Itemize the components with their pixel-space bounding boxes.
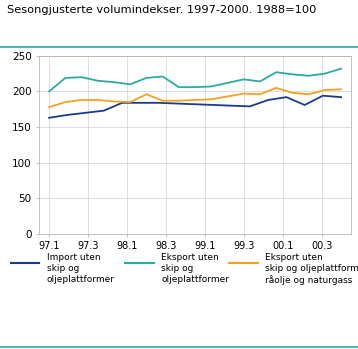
Text: Import uten
skip og
oljeplattformer: Import uten skip og oljeplattformer: [47, 253, 115, 284]
Text: Eksport uten
skip og
oljeplattformer: Eksport uten skip og oljeplattformer: [161, 253, 229, 284]
Text: Sesongjusterte volumindekser. 1997-2000. 1988=100: Sesongjusterte volumindekser. 1997-2000.…: [7, 5, 316, 15]
Text: Eksport uten
skip og oljeplattformer,
råolje og naturgass: Eksport uten skip og oljeplattformer, rå…: [265, 253, 358, 285]
